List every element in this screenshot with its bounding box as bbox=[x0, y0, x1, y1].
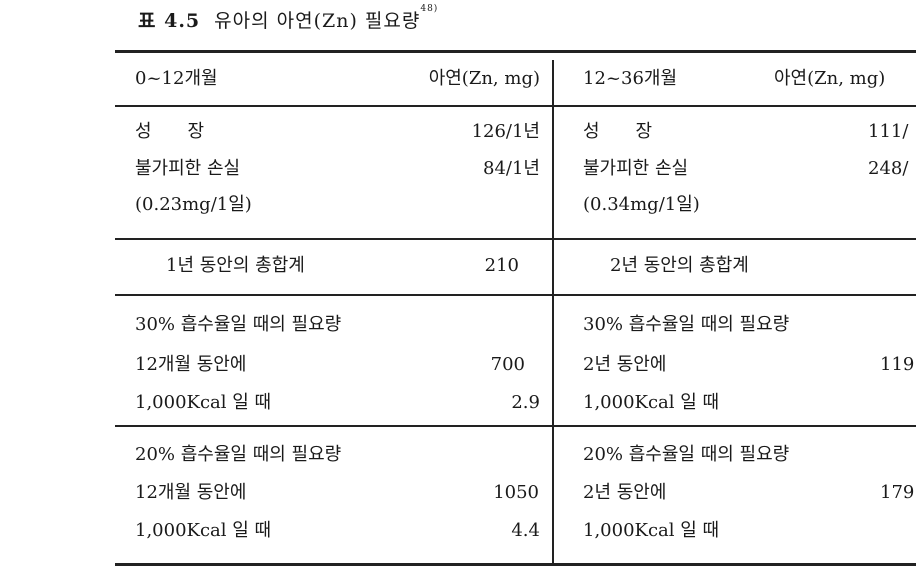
right-loss-note: (0.34mg/1일) bbox=[583, 194, 700, 215]
header-rule bbox=[115, 105, 916, 107]
left-unit-header: 아연(Zn, mg) bbox=[428, 68, 540, 89]
left-abs20-kcal-value: 4.4 bbox=[511, 520, 540, 541]
right-total-label: 2년 동안의 총합계 bbox=[610, 255, 749, 276]
left-abs30-kcal-label: 1,000Kcal 일 때 bbox=[135, 392, 272, 413]
right-growth-label: 성 장 bbox=[583, 121, 653, 142]
right-unit-header: 아연(Zn, mg) bbox=[774, 68, 886, 89]
table-caption: 표 4.5 유아의 아연(Zn) 필요량48) bbox=[138, 4, 439, 33]
left-total-label: 1년 동안의 총합계 bbox=[166, 255, 305, 276]
right-abs30-kcal-label: 1,000Kcal 일 때 bbox=[583, 392, 720, 413]
right-abs20-period-value: 179 bbox=[880, 482, 915, 503]
left-growth-label: 성 장 bbox=[135, 121, 205, 142]
left-abs30-period-value: 700 bbox=[490, 354, 525, 375]
right-loss-value: 248/ bbox=[868, 158, 909, 179]
row-rule bbox=[115, 238, 916, 240]
left-abs30-period-label: 12개월 동안에 bbox=[135, 354, 247, 375]
column-divider bbox=[552, 60, 554, 565]
left-abs20-kcal-label: 1,000Kcal 일 때 bbox=[135, 520, 272, 541]
left-growth-value: 126/1년 bbox=[471, 121, 540, 142]
left-total-value: 210 bbox=[484, 255, 519, 276]
left-loss-value: 84/1년 bbox=[483, 158, 540, 179]
bottom-rule bbox=[115, 563, 916, 566]
left-loss-note: (0.23mg/1일) bbox=[135, 194, 252, 215]
table-number: 표 4.5 bbox=[138, 10, 201, 32]
right-abs30-period-value: 119 bbox=[880, 354, 915, 375]
right-abs20-period-label: 2년 동안에 bbox=[583, 482, 667, 503]
left-loss-label: 불가피한 손실 bbox=[135, 158, 241, 179]
right-abs30-period-label: 2년 동안에 bbox=[583, 354, 667, 375]
right-growth-value: 111/ bbox=[868, 121, 909, 142]
left-abs20-period-value: 1050 bbox=[493, 482, 539, 503]
row-rule bbox=[115, 294, 916, 296]
reference-marker: 48) bbox=[420, 4, 439, 14]
right-abs20-label: 20% 흡수율일 때의 필요량 bbox=[583, 444, 790, 465]
right-period-header: 12~36개월 bbox=[583, 68, 678, 89]
top-rule bbox=[115, 50, 916, 53]
left-abs30-label: 30% 흡수율일 때의 필요량 bbox=[135, 314, 342, 335]
right-abs20-kcal-label: 1,000Kcal 일 때 bbox=[583, 520, 720, 541]
left-abs20-period-label: 12개월 동안에 bbox=[135, 482, 247, 503]
left-period-header: 0~12개월 bbox=[135, 68, 218, 89]
left-abs20-label: 20% 흡수율일 때의 필요량 bbox=[135, 444, 342, 465]
table-title: 유아의 아연(Zn) 필요량 bbox=[214, 10, 421, 32]
left-abs30-kcal-value: 2.9 bbox=[511, 392, 540, 413]
row-rule bbox=[115, 425, 916, 427]
right-loss-label: 불가피한 손실 bbox=[583, 158, 689, 179]
right-abs30-label: 30% 흡수율일 때의 필요량 bbox=[583, 314, 790, 335]
